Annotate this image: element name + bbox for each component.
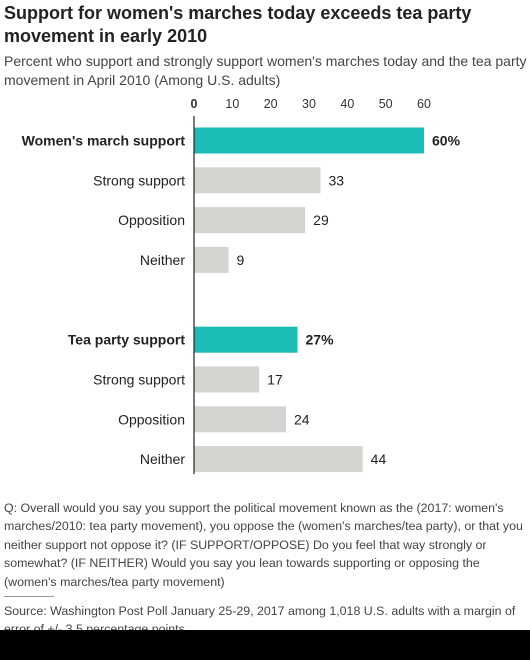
data-label: 29 — [313, 212, 329, 228]
category-label: Opposition — [118, 212, 185, 228]
x-tick-label: 40 — [340, 97, 354, 111]
data-label: 24 — [294, 411, 310, 427]
bar — [194, 366, 260, 393]
bar — [194, 127, 424, 154]
bar — [194, 167, 321, 194]
category-label: Neither — [140, 252, 185, 268]
source-divider — [4, 596, 54, 597]
category-label: Strong support — [93, 172, 185, 188]
x-tick-label: 50 — [379, 97, 393, 111]
data-label: 44 — [371, 451, 387, 467]
bar — [194, 446, 363, 473]
bar-chart: 0 10 20 30 40 50 60 Women's march support 60% Str… — [22, 97, 461, 475]
category-label: Strong support — [93, 372, 185, 388]
data-label: 9 — [237, 252, 245, 268]
x-tick-label: 30 — [302, 97, 316, 111]
x-tick-label: 10 — [225, 97, 239, 111]
data-label: 33 — [329, 172, 345, 188]
x-tick-label: 20 — [264, 97, 278, 111]
question-note: Q: Overall would you say you support the… — [4, 501, 523, 589]
chart-subtitle: Percent who support and strongly support… — [4, 53, 527, 88]
bottom-bar — [0, 630, 530, 660]
x-tick-label: 0 — [191, 97, 198, 111]
category-label: Women's march support — [22, 133, 186, 149]
data-label: 17 — [267, 372, 283, 388]
category-label: Opposition — [118, 411, 185, 427]
data-label: 27% — [306, 332, 335, 348]
category-label: Neither — [140, 451, 185, 467]
chart-title: Support for women's marches today exceed… — [4, 3, 472, 46]
bar — [194, 207, 306, 234]
bar — [194, 326, 298, 353]
x-tick-label: 60 — [417, 97, 431, 111]
bar — [194, 406, 286, 433]
category-label: Tea party support — [68, 332, 186, 348]
data-label: 60% — [432, 133, 461, 149]
bar — [194, 246, 229, 273]
